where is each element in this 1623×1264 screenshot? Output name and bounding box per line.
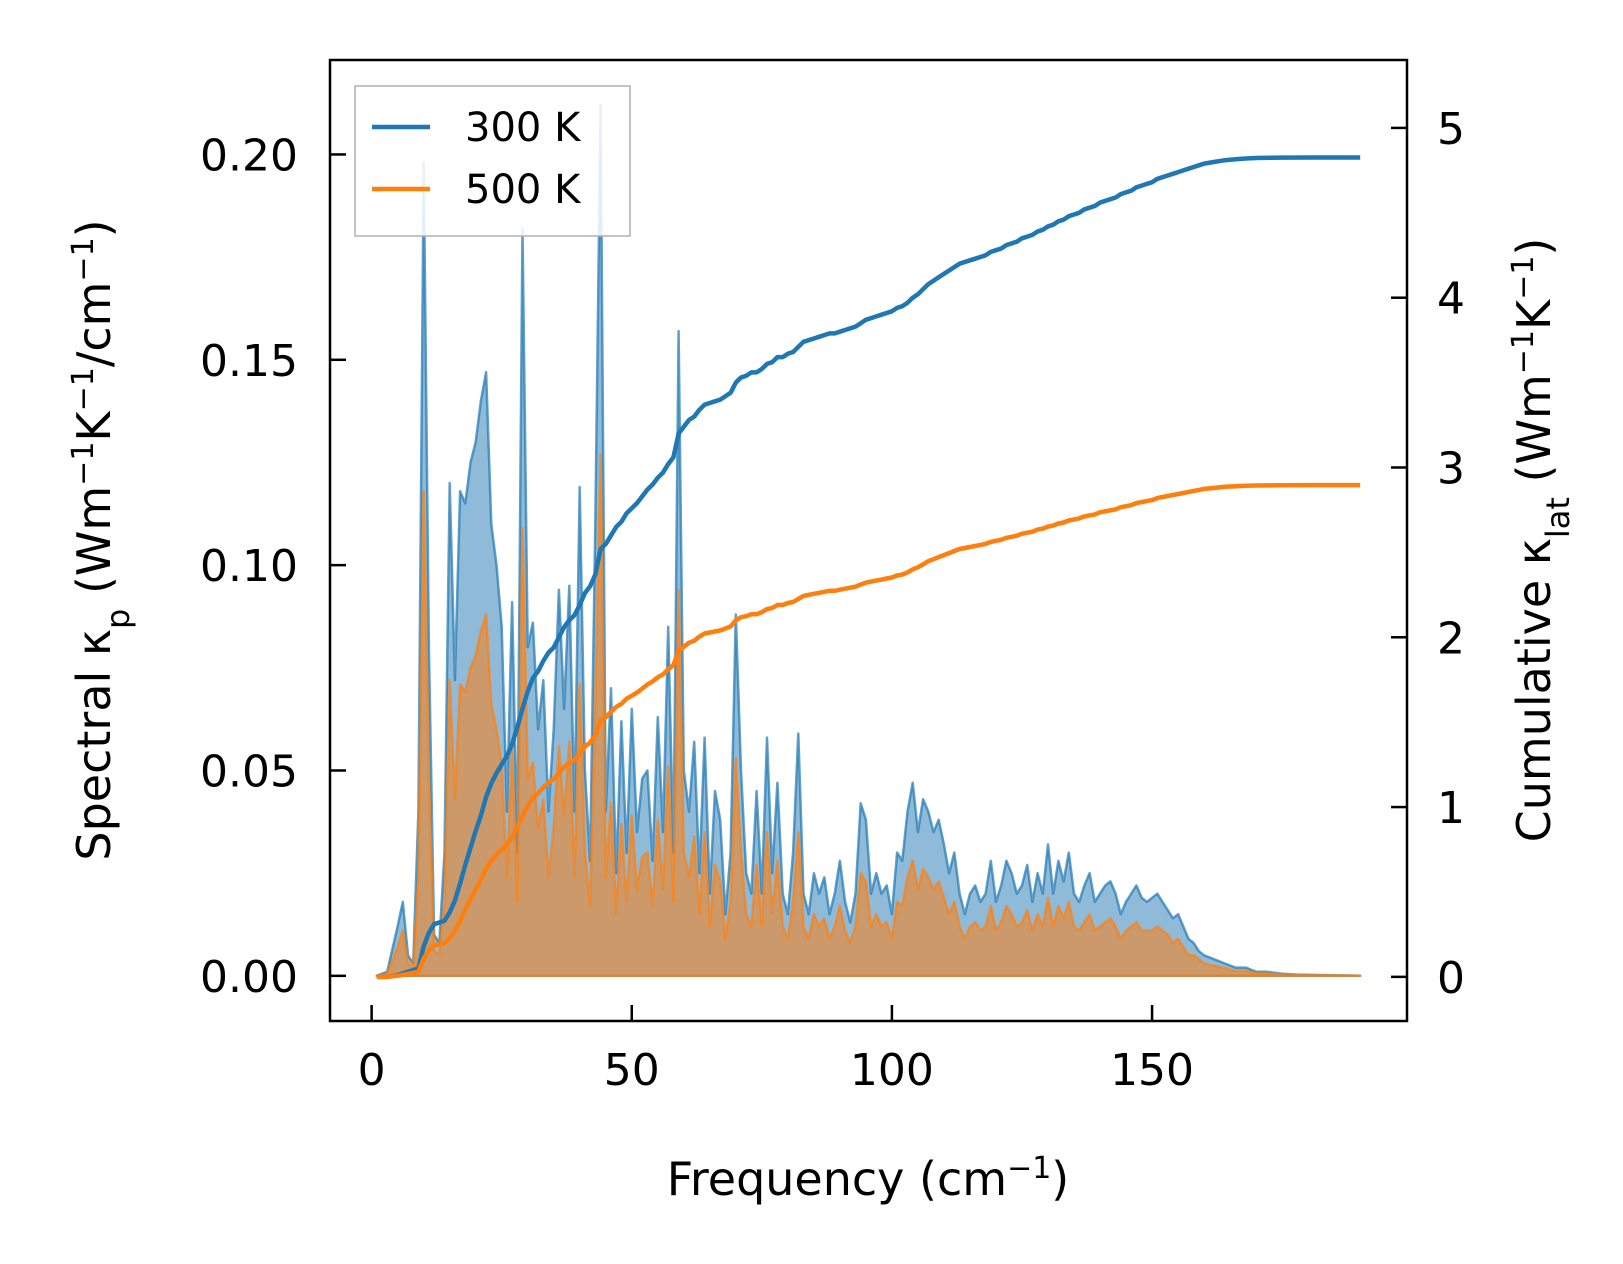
y-axis-left: 0.00 0.05 0.10 0.15 0.20 xyxy=(200,130,346,1003)
y-right-tick-label: 2 xyxy=(1437,613,1465,664)
y-right-tick-label: 4 xyxy=(1437,274,1465,325)
y-left-tick-label: 0.05 xyxy=(200,746,298,797)
y-axis-right: 0 1 2 3 4 5 xyxy=(1391,104,1465,1004)
y-right-tick-label: 5 xyxy=(1437,104,1465,155)
axes-frame xyxy=(328,58,1409,1023)
x-tick-label: 100 xyxy=(850,1045,934,1096)
cumulative-line-300k xyxy=(376,155,1361,980)
plot-area xyxy=(375,103,1362,980)
y-left-axis-title: Spectral κp (Wm−1K−1/cm−1) xyxy=(66,219,138,860)
y-right-tick-label: 0 xyxy=(1437,953,1465,1004)
x-axis: 0 50 100 150 xyxy=(358,1005,1194,1096)
spectral-area-500k xyxy=(375,453,1362,978)
x-axis-title: Frequency (cm−1) xyxy=(667,1151,1070,1207)
y-left-tick-label: 0.15 xyxy=(200,336,298,387)
spectral-area-300k xyxy=(375,103,1362,978)
legend: 300 K 500 K xyxy=(354,85,631,237)
legend-label-500k: 500 K xyxy=(465,167,582,213)
y-left-tick-label: 0.10 xyxy=(200,541,298,592)
cumulative-line-500k xyxy=(376,482,1361,980)
y-left-tick-label: 0.00 xyxy=(200,952,298,1003)
y-left-tick-label: 0.20 xyxy=(200,130,298,181)
x-tick-label: 0 xyxy=(358,1045,386,1096)
legend-box xyxy=(354,85,631,237)
y-right-tick-label: 3 xyxy=(1437,443,1465,494)
x-tick-label: 150 xyxy=(1110,1045,1194,1096)
x-tick-label: 50 xyxy=(604,1045,660,1096)
y-right-tick-label: 1 xyxy=(1437,783,1465,834)
y-right-axis-title: Cumulative κlat (Wm−1K−1) xyxy=(1506,238,1578,843)
legend-label-300k: 300 K xyxy=(465,105,582,151)
